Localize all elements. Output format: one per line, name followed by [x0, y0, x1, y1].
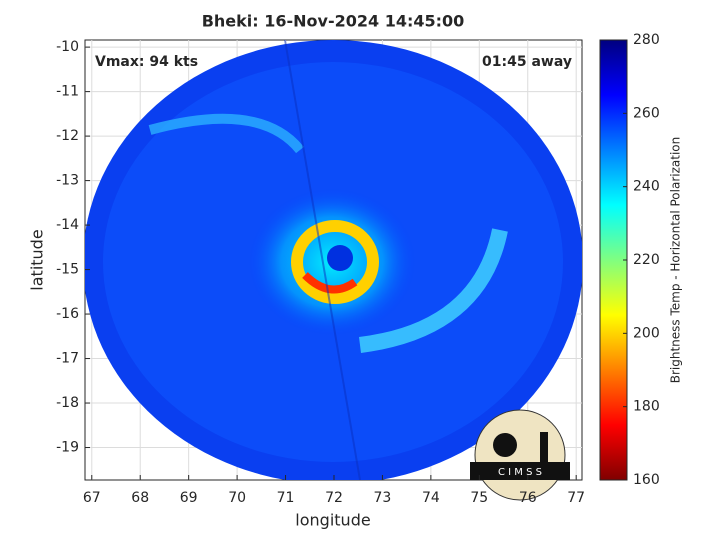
x-tick-label: 70 — [228, 490, 246, 506]
x-tick-label: 75 — [470, 490, 488, 506]
x-tick-label: 73 — [374, 490, 392, 506]
colorbar-label: Brightness Temp - Horizontal Polarizatio… — [669, 137, 683, 384]
x-tick-label: 74 — [422, 490, 440, 506]
colorbar — [599, 39, 628, 481]
y-tick-label: -17 — [56, 351, 79, 367]
x-tick-label: 67 — [83, 490, 101, 506]
y-tick-label: -12 — [56, 128, 79, 144]
y-tick-label: -11 — [56, 84, 79, 100]
colorbar-tick-label: 220 — [633, 252, 660, 268]
y-tick-label: -18 — [56, 395, 79, 411]
annotation: Vmax: 94 kts — [95, 54, 198, 70]
x-tick-label: 72 — [325, 490, 343, 506]
x-axis-label: longitude — [295, 511, 370, 530]
satellite-image — [85, 40, 582, 480]
x-tick-label: 69 — [180, 490, 198, 506]
y-axis-label: latitude — [28, 229, 47, 290]
y-tick-label: -13 — [56, 173, 79, 189]
colorbar-tick-label: 160 — [633, 472, 660, 488]
colorbar-tick-label: 260 — [633, 105, 660, 121]
logo-text: C I M S S — [498, 467, 542, 478]
x-tick-label: 77 — [567, 490, 585, 506]
y-tick-label: -19 — [56, 440, 79, 456]
y-tick-label: -15 — [56, 262, 79, 278]
colorbar-tick-label: 180 — [633, 399, 660, 415]
y-tick-label: -14 — [56, 217, 79, 233]
colorbar-tick-label: 200 — [633, 325, 660, 341]
x-tick-label: 76 — [519, 490, 537, 506]
colorbar-tick-label: 240 — [633, 179, 660, 195]
y-tick-label: -16 — [56, 306, 79, 322]
chart-title: Bheki: 16-Nov-2024 14:45:00 — [202, 12, 465, 31]
annotation: 01:45 away — [482, 54, 572, 70]
y-tick-label: -10 — [56, 39, 79, 55]
cimss-logo: C I M S S — [470, 409, 570, 501]
x-tick-label: 68 — [131, 490, 149, 506]
x-tick-label: 71 — [277, 490, 295, 506]
colorbar-tick-label: 280 — [633, 32, 660, 48]
